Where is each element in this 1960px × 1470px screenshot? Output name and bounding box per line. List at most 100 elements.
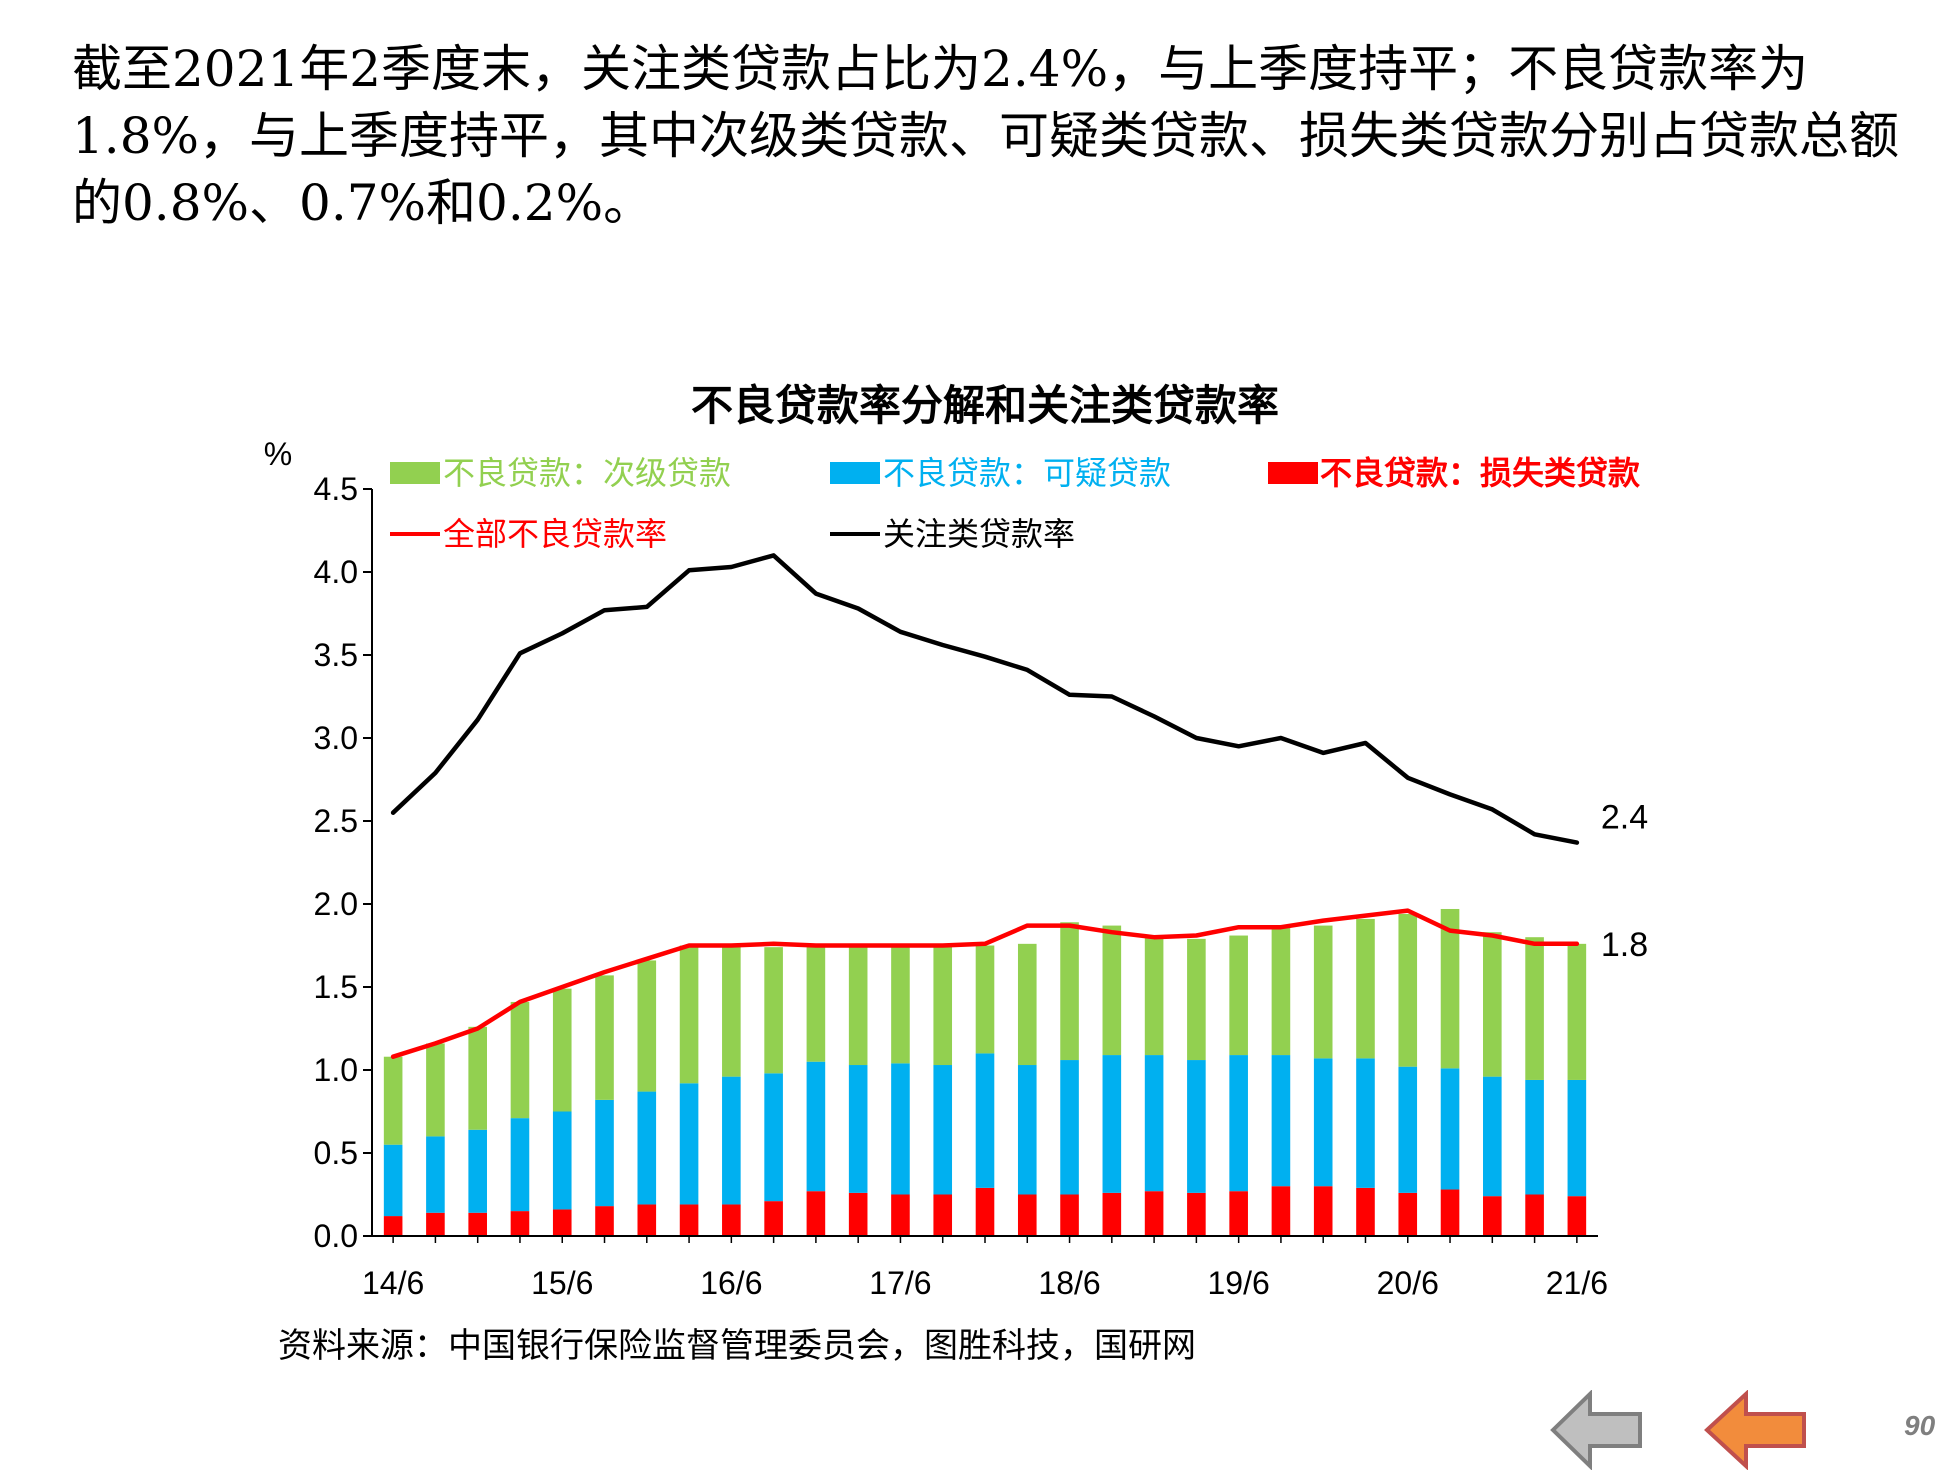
x-tick-label: 16/6 [700,1265,762,1301]
bar-substandard [1102,925,1122,1056]
bar-doubtful [1060,1060,1079,1195]
bar-doubtful [1525,1079,1544,1195]
bar-doubtful [1229,1055,1248,1192]
bar-loss [933,1194,953,1236]
source-note: 资料来源：中国银行保险监督管理委员会，图胜科技，国研网 [278,1326,1196,1366]
bar-doubtful [468,1129,487,1213]
bar-loss [637,1204,657,1236]
bar-substandard [1483,932,1502,1077]
special-mention-line [390,553,1580,845]
bar-doubtful [1567,1079,1587,1197]
bar-substandard [1229,935,1248,1056]
y-axis-unit: % [264,436,292,472]
next-page-button[interactable] [1704,1390,1810,1470]
npl-ratio-line [390,908,1580,1059]
chart-legend: 不良贷款：次级贷款 不良贷款：可疑贷款 不良贷款：损失类贷款 全部不良贷款率 关… [390,454,1640,553]
y-tick-label: 1.5 [314,969,358,1005]
y-tick-label: 4.5 [314,471,358,507]
bar-substandard [891,943,910,1064]
bar-doubtful [1313,1058,1333,1187]
bar-doubtful [891,1063,910,1195]
x-tick-label: 19/6 [1208,1265,1270,1301]
bar-doubtful [806,1061,826,1192]
bar-doubtful [637,1091,657,1205]
bar-loss [1525,1194,1544,1236]
x-tick-label: 15/6 [531,1265,593,1301]
bar-substandard [510,1001,530,1119]
bar-loss [426,1212,445,1236]
bar-doubtful [933,1065,953,1195]
bar-substandard [1017,943,1037,1066]
legend-label-special-mention: 关注类贷款率 [883,515,1075,553]
bar-substandard [1525,937,1544,1080]
legend-swatch-loss [1268,462,1318,484]
end-value-label: 2.4 [1601,799,1648,837]
bar-loss [764,1201,783,1236]
legend-label-loss: 不良贷款：损失类贷款 [1320,454,1640,492]
bar-loss [595,1206,614,1236]
bar-substandard [806,945,826,1062]
bar-doubtful [383,1144,403,1217]
legend-swatch-doubtful [830,462,880,484]
legend-swatch-substandard [390,462,440,484]
bar-doubtful [1440,1068,1460,1190]
bar-loss [552,1209,572,1236]
bar-substandard [679,945,699,1084]
prev-page-button[interactable] [1550,1390,1646,1470]
bar-substandard [1313,925,1333,1059]
bar-substandard [764,947,783,1074]
bar-doubtful [552,1111,572,1210]
bar-substandard [1398,913,1418,1067]
chart-title: 不良贷款率分解和关注类贷款率 [691,381,1279,430]
page-number: 90 [1904,1410,1936,1441]
bar-doubtful [764,1073,783,1202]
bar-doubtful [975,1053,995,1188]
bar-substandard [595,975,614,1100]
bar-substandard [1356,918,1375,1059]
bar-loss [1356,1187,1375,1236]
bar-doubtful [426,1136,445,1213]
bar-doubtful [1144,1055,1164,1192]
legend-item-substandard: 不良贷款：次级贷款 [390,454,731,492]
bar-loss [1017,1194,1037,1236]
x-tick-label: 17/6 [869,1265,931,1301]
end-value-label: 1.8 [1601,926,1648,964]
bar-substandard [383,1056,403,1145]
bar-substandard [1567,943,1587,1080]
legend-item-loss: 不良贷款：损失类贷款 [1268,454,1640,492]
bar-doubtful [510,1118,530,1212]
y-tick-label: 0.5 [314,1135,358,1171]
x-tick-label: 20/6 [1377,1265,1439,1301]
y-tick-label: 3.5 [314,637,358,673]
bar-substandard [426,1043,445,1137]
bar-substandard [1144,935,1164,1056]
y-tick-label: 2.5 [314,803,358,839]
legend-label-substandard: 不良贷款：次级贷款 [443,454,731,492]
bar-loss [848,1192,868,1236]
bar-substandard [722,945,741,1077]
bar-substandard [975,945,995,1054]
bar-doubtful [1017,1065,1037,1195]
legend-label-npl-ratio: 全部不良贷款率 [443,515,667,553]
bar-loss [1229,1191,1248,1236]
bar-substandard [637,960,657,1092]
bar-loss [679,1204,699,1236]
y-tick-label: 3.0 [314,720,358,756]
y-tick-label: 0.0 [314,1218,358,1254]
bar-doubtful [1398,1066,1418,1193]
bar-substandard [1271,927,1291,1056]
bar-loss [1398,1192,1418,1236]
arrow-left-icon [1704,1390,1806,1470]
bar-doubtful [679,1083,699,1205]
bar-loss [1483,1196,1502,1236]
bar-loss [1102,1192,1122,1236]
x-tick-label: 18/6 [1038,1265,1100,1301]
bar-loss [891,1194,910,1236]
x-tick-label: 14/6 [362,1265,424,1301]
y-tick-label: 2.0 [314,886,358,922]
bar-doubtful [1483,1076,1502,1197]
bar-substandard [552,988,572,1112]
legend-item-doubtful: 不良贷款：可疑贷款 [830,454,1171,492]
bar-loss [1440,1189,1460,1236]
bar-loss [806,1191,826,1236]
